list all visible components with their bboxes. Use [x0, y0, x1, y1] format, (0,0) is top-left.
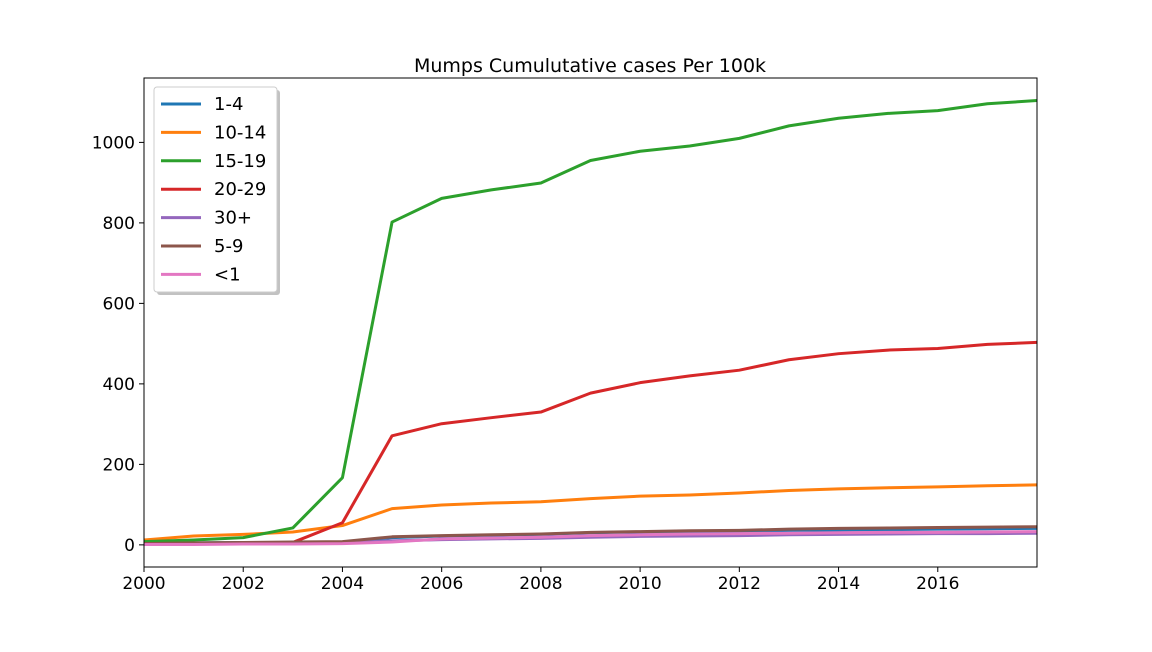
legend-label-2: 10-14 — [214, 122, 266, 143]
x-tick-label: 2014 — [817, 574, 860, 594]
y-tick-label: 1000 — [92, 133, 135, 153]
legend-label-6: 5-9 — [214, 236, 243, 257]
series-line-2 — [144, 483, 1037, 542]
series-line-3 — [144, 99, 1037, 544]
series-line-6 — [144, 525, 1037, 546]
x-tick-label: 2010 — [618, 574, 661, 594]
legend-label-5: 30+ — [214, 208, 252, 229]
legend-label-1: 1-4 — [214, 94, 243, 115]
chart-title: Mumps Cumulutative cases Per 100k — [414, 55, 766, 77]
plot-area — [144, 99, 1037, 546]
x-tick-label: 2002 — [222, 574, 265, 594]
x-tick-label: 2000 — [122, 574, 165, 594]
y-tick-label: 200 — [103, 455, 135, 475]
x-tick-label: 2008 — [519, 574, 562, 594]
y-tick-label: 0 — [124, 536, 135, 556]
x-tick-label: 2004 — [321, 574, 364, 594]
x-tick-label: 2012 — [718, 574, 761, 594]
x-tick-label: 2016 — [916, 574, 959, 594]
y-tick-label: 800 — [103, 214, 135, 234]
series-line-4 — [144, 340, 1037, 546]
legend-label-4: 20-29 — [214, 179, 266, 200]
y-tick-label: 400 — [103, 375, 135, 395]
legend-label-3: 15-19 — [214, 151, 266, 172]
axes: 2000 2002 2004 2006 2008 2010 2012 2014 2016 0 200… — [92, 77, 1038, 594]
legend: 1-4 10-14 15-19 20-29 30+ 5-9 <1 — [153, 86, 280, 295]
x-tick-label: 2006 — [420, 574, 463, 594]
plot-frame — [143, 77, 1038, 568]
legend-label-7: <1 — [214, 264, 241, 285]
y-tick-label: 600 — [103, 294, 135, 314]
series-line-7 — [144, 530, 1037, 546]
legend-box — [153, 86, 278, 293]
